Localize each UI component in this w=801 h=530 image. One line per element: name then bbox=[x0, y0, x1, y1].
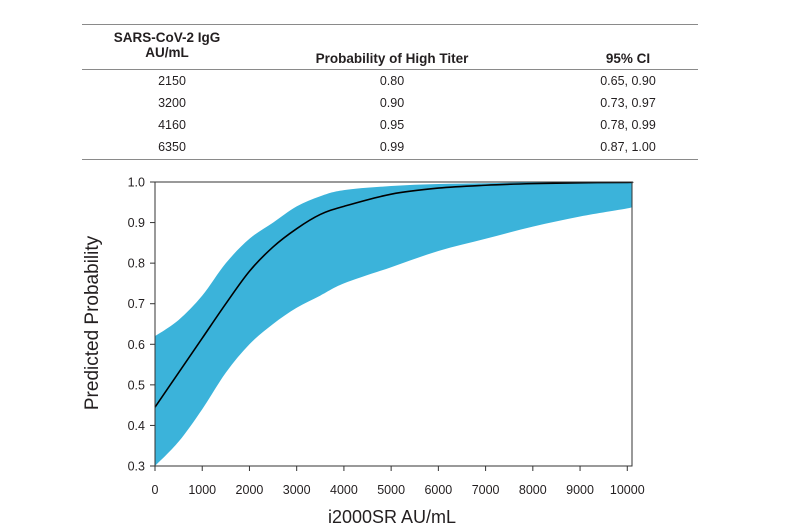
y-tick-label: 0.6 bbox=[128, 338, 145, 352]
x-tick-label: 7000 bbox=[472, 483, 500, 497]
table-cell-prob: 0.80 bbox=[379, 74, 405, 88]
table-cell-igg: 6350 bbox=[158, 140, 186, 154]
x-tick-label: 8000 bbox=[519, 483, 547, 497]
x-tick-label: 9000 bbox=[566, 483, 594, 497]
table-cell-prob: 0.95 bbox=[379, 118, 405, 132]
y-tick-label: 0.7 bbox=[128, 297, 145, 311]
table-cell-ci: 0.73, 0.97 bbox=[600, 96, 656, 110]
x-axis-label: i2000SR AU/mL bbox=[328, 507, 456, 527]
y-tick-label: 0.8 bbox=[128, 257, 145, 271]
y-tick-label: 1.0 bbox=[128, 176, 145, 190]
x-tick-label: 6000 bbox=[424, 483, 452, 497]
y-tick-label: 0.9 bbox=[128, 216, 145, 230]
table-cell-prob: 0.99 bbox=[379, 140, 405, 154]
x-tick-label: 0 bbox=[152, 483, 159, 497]
table-top-rule bbox=[82, 24, 698, 25]
y-tick-label: 0.3 bbox=[128, 460, 145, 474]
table-cell-igg: 3200 bbox=[158, 96, 186, 110]
table-cell-igg: 2150 bbox=[158, 74, 186, 88]
x-tick-label: 4000 bbox=[330, 483, 358, 497]
confidence-band bbox=[155, 181, 633, 466]
table-cell-ci: 0.65, 0.90 bbox=[600, 74, 656, 88]
table-cell-ci: 0.87, 1.00 bbox=[600, 140, 656, 154]
y-tick-label: 0.5 bbox=[128, 378, 145, 392]
table-bottom-rule bbox=[82, 159, 698, 160]
header-ci: 95% CI bbox=[605, 51, 651, 66]
plot-frame bbox=[154, 181, 633, 467]
y-tick-label: 0.4 bbox=[128, 419, 145, 433]
header-probability: Probability of High Titer bbox=[315, 51, 469, 66]
y-axis-label: Predicted Probability bbox=[82, 235, 103, 410]
axes-layer bbox=[154, 181, 633, 467]
confidence-band-layer bbox=[155, 181, 633, 466]
x-tick-label: 2000 bbox=[236, 483, 264, 497]
predicted-probability-line bbox=[154, 181, 634, 408]
table-cell-ci: 0.78, 0.99 bbox=[600, 118, 656, 132]
header-igg: SARS-CoV-2 IgG AU/mL bbox=[92, 30, 242, 60]
table-header-rule bbox=[82, 69, 698, 70]
ticks-layer: 0 1000 2000 3000 4000 5000 6000 7000 8000 9000 100… bbox=[128, 176, 645, 498]
x-tick-label: 5000 bbox=[377, 483, 405, 497]
table-cell-igg: 4160 bbox=[158, 118, 186, 132]
table-cell-prob: 0.90 bbox=[379, 96, 405, 110]
header-igg-line1: SARS-CoV-2 IgG bbox=[113, 30, 221, 45]
curve-layer bbox=[154, 181, 634, 408]
x-tick-label: 10000 bbox=[610, 483, 645, 497]
x-tick-label: 3000 bbox=[283, 483, 311, 497]
x-tick-label: 1000 bbox=[188, 483, 216, 497]
header-igg-line2: AU/mL bbox=[145, 45, 189, 60]
